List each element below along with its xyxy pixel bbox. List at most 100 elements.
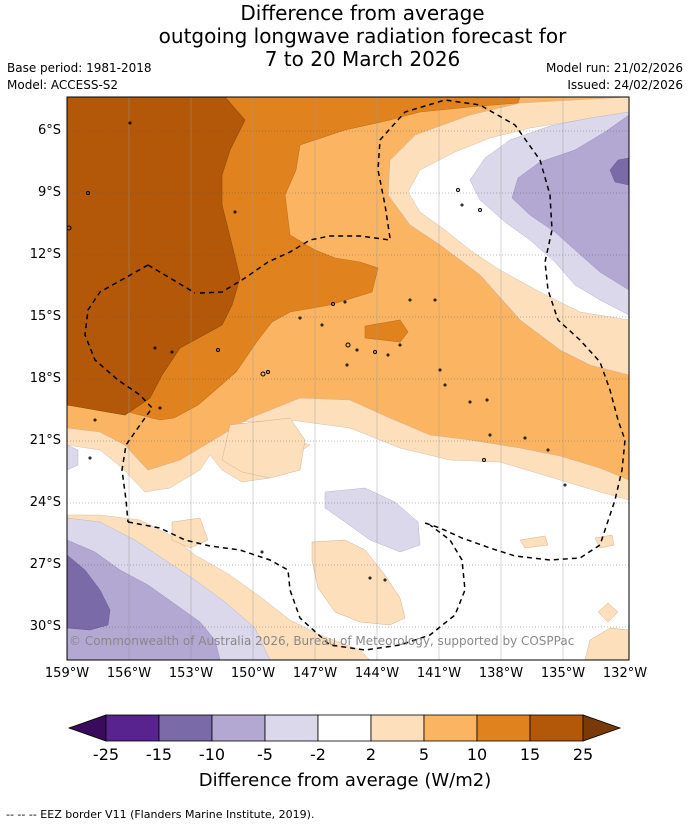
island-marker <box>93 418 97 422</box>
lat-label: 9°S <box>37 185 61 200</box>
island-marker <box>343 300 347 304</box>
lat-label: 24°S <box>29 495 61 510</box>
colorbar-over-arrow <box>582 714 622 742</box>
colorbar-bin <box>476 714 531 742</box>
lon-label: 150°W <box>230 666 276 681</box>
colorbar <box>67 714 622 742</box>
island-marker <box>408 298 412 302</box>
anomaly-neutral-south <box>67 419 629 660</box>
map-frame <box>66 96 630 661</box>
island-marker <box>86 191 90 195</box>
eez-border-austral <box>127 521 466 651</box>
island-marker <box>170 350 174 354</box>
island-marker <box>373 350 377 354</box>
colorbar-under-arrow <box>67 714 107 742</box>
anomaly-10-15-patch <box>364 319 409 343</box>
island-marker <box>523 436 527 440</box>
anomaly-2-5-blob-d <box>519 535 549 549</box>
title-line-3: 7 to 20 March 2026 <box>264 47 461 71</box>
lat-label: 21°S <box>29 433 61 448</box>
colorbar-bin <box>158 714 213 742</box>
colorbar-bin <box>264 714 319 742</box>
lat-label: 30°S <box>29 619 61 634</box>
model-name: Model: ACCESS-S2 <box>7 78 119 92</box>
colorbar-tick: -5 <box>257 745 273 764</box>
eez-source-note: -- -- -- EEZ border V11 (Flanders Marine… <box>6 808 315 821</box>
gridlines <box>67 130 629 628</box>
island-marker <box>485 398 489 402</box>
island-marker <box>482 458 486 462</box>
colorbar-tick: -10 <box>198 745 226 764</box>
eez-border-french-polynesia <box>199 235 391 294</box>
island-marker <box>153 346 157 350</box>
island-marker <box>438 368 442 372</box>
island-marker <box>266 370 270 374</box>
lat-label: 6°S <box>37 123 61 138</box>
lon-label: 135°W <box>540 666 586 681</box>
island-marker <box>88 456 92 460</box>
model-run: Model run: 21/02/2026 <box>545 61 683 75</box>
lon-label: 159°W <box>44 666 90 681</box>
colorbar-bin <box>211 714 266 742</box>
island-marker <box>298 316 302 320</box>
anomaly-15-25-region <box>67 97 246 416</box>
colorbar-tick: -15 <box>145 745 173 764</box>
colorbar-tick: 5 <box>418 745 430 764</box>
anomaly-minus15-minus10-south <box>67 554 111 631</box>
base-period: Base period: 1981-2018 <box>7 61 152 75</box>
lon-label: 156°W <box>106 666 152 681</box>
island-marker <box>233 210 237 214</box>
island-marker <box>443 383 447 387</box>
island-marker <box>260 550 264 554</box>
lon-label: 132°W <box>602 666 648 681</box>
lon-label: 141°W <box>416 666 462 681</box>
island-marker <box>331 302 335 306</box>
island-marker <box>345 363 349 367</box>
island-marker <box>368 576 372 580</box>
anomaly-minus10-minus5-north <box>511 114 629 291</box>
island-marker <box>563 483 567 487</box>
island-marker <box>383 578 387 582</box>
colorbar-tick: 25 <box>572 745 594 764</box>
anomaly-minus5-minus2-west <box>67 444 79 471</box>
island-marker <box>386 353 390 357</box>
island-marker <box>478 208 482 212</box>
colorbar-tick: -2 <box>310 745 326 764</box>
island-marker <box>320 323 324 327</box>
anomaly-2-5-blob-g <box>584 627 629 660</box>
island-marker <box>355 348 359 352</box>
island-marker <box>67 225 72 231</box>
lat-label: 27°S <box>29 557 61 572</box>
island-marker <box>456 188 460 192</box>
island-marker <box>345 342 351 348</box>
islands <box>67 121 567 582</box>
colorbar-bin <box>317 714 372 742</box>
colorbar-tick: -25 <box>92 745 120 764</box>
lat-label: 18°S <box>29 371 61 386</box>
island-marker <box>260 371 266 377</box>
colorbar-tick: 10 <box>466 745 488 764</box>
eez-border-marquesas <box>377 99 626 561</box>
title-line-1: Difference from average <box>240 1 485 25</box>
island-marker <box>158 406 162 410</box>
colorbar-tick: 2 <box>365 745 377 764</box>
island-marker <box>468 400 472 404</box>
island-marker <box>128 121 132 125</box>
anomaly-minus10-minus5-south <box>67 539 221 660</box>
anomaly-minus5-minus2-mid <box>324 487 421 553</box>
title-line-2: outgoing longwave radiation forecast for <box>158 24 567 48</box>
anomaly-minus15-minus10-north <box>609 157 629 186</box>
eez-border-cook-islands <box>84 264 153 523</box>
eez-borders <box>84 99 626 651</box>
copyright-notice: © Commonwealth of Australia 2026, Bureau… <box>69 634 575 648</box>
colorbar-bin <box>423 714 478 742</box>
anomaly-2-5-blob-a <box>221 417 306 479</box>
lon-label: 153°W <box>168 666 214 681</box>
colorbar-bin <box>105 714 160 742</box>
issued-date: Issued: 24/02/2026 <box>567 78 683 92</box>
anomaly-2-5-blob-e <box>597 602 619 623</box>
island-marker <box>433 298 437 302</box>
lon-label: 144°W <box>354 666 400 681</box>
island-marker <box>488 433 492 437</box>
